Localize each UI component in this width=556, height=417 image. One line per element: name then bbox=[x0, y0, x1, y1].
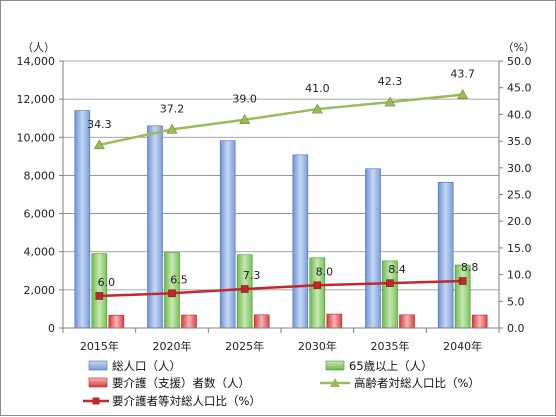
triangle-marker bbox=[93, 139, 105, 150]
right-tick-label: 10.0 bbox=[507, 269, 532, 282]
legend-care-needed: 要介護（支援）者数（人） bbox=[112, 376, 250, 390]
triangle-marker bbox=[311, 103, 323, 114]
right-tick-label: 25.0 bbox=[507, 189, 532, 202]
bar-care-needed bbox=[399, 314, 415, 329]
bar-care-needed bbox=[326, 313, 343, 329]
right-tick-label: 50.0 bbox=[507, 55, 532, 68]
x-tick-label: 2025年 bbox=[225, 339, 264, 353]
data-label-elderly-ratio: 37.2 bbox=[160, 102, 185, 115]
legend-total-population-swatch bbox=[88, 360, 108, 371]
data-label-elderly-ratio: 43.7 bbox=[450, 68, 475, 81]
right-tick-label: 35.0 bbox=[507, 135, 532, 148]
tick-labels: 0 2,000 4,000 6,000 8,000 10,000 12,000 14,000 0… bbox=[17, 41, 536, 353]
data-label-care-ratio: 8.8 bbox=[461, 261, 479, 274]
left-tick-label: 0 bbox=[48, 322, 55, 335]
right-axis-unit: （%） bbox=[503, 41, 535, 54]
left-tick-label: 10,000 bbox=[17, 131, 56, 144]
x-tick-label: 2040年 bbox=[443, 339, 482, 353]
right-tick-label: 5.0 bbox=[507, 295, 525, 308]
right-tick-label: 0.0 bbox=[507, 322, 525, 335]
square-marker bbox=[95, 292, 104, 300]
right-tick-label: 40.0 bbox=[507, 108, 532, 121]
left-tick-label: 6,000 bbox=[24, 208, 56, 221]
line-care-ratio bbox=[99, 279, 463, 298]
legend-aged-65-plus-swatch bbox=[325, 360, 345, 371]
bar-care-needed bbox=[181, 314, 197, 329]
triangle-marker bbox=[166, 123, 178, 134]
data-label-care-ratio: 6.5 bbox=[170, 273, 188, 286]
data-label-elderly-ratio: 42.3 bbox=[378, 75, 403, 88]
bar-total-population bbox=[437, 181, 454, 329]
bar-marks bbox=[74, 110, 488, 329]
left-tick-label: 2,000 bbox=[24, 284, 56, 297]
legend-care-ratio-marker bbox=[92, 397, 100, 405]
right-tick-label: 30.0 bbox=[507, 162, 532, 175]
data-label-elderly-ratio: 41.0 bbox=[305, 82, 330, 95]
legend-care-needed-swatch bbox=[88, 377, 108, 388]
square-marker bbox=[458, 277, 467, 285]
legend-aged-65-plus: 65歳以上（人） bbox=[349, 359, 433, 373]
triangle-marker bbox=[457, 89, 469, 99]
line-elderly-ratio bbox=[99, 93, 463, 147]
bar-total-population bbox=[219, 140, 236, 329]
data-label-care-ratio: 6.0 bbox=[98, 276, 116, 289]
right-tick-label: 20.0 bbox=[507, 215, 532, 228]
gridlines bbox=[63, 60, 499, 291]
legend-care-ratio: 要介護者等対総人口比（%） bbox=[112, 394, 261, 408]
legend-elderly-ratio: 高齢者対総人口比（%） bbox=[354, 376, 480, 390]
bar-total-population bbox=[292, 154, 309, 329]
legend: 総人口（人） 65歳以上（人） 要介護（支援）者数（人） 高齢者対総人口比（%） 要介護… bbox=[83, 359, 480, 408]
triangle-marker bbox=[239, 114, 251, 125]
right-tick-label: 15.0 bbox=[507, 242, 532, 255]
bar-total-population bbox=[365, 168, 381, 329]
square-marker bbox=[386, 279, 394, 287]
triangle-marker bbox=[384, 96, 396, 107]
bar-care-needed bbox=[253, 314, 270, 329]
bar-aged-65-plus bbox=[454, 264, 471, 329]
x-tick-label: 2015年 bbox=[80, 339, 119, 353]
bar-total-population bbox=[74, 110, 91, 329]
square-marker bbox=[240, 285, 249, 293]
left-tick-label: 8,000 bbox=[24, 169, 56, 182]
legend-elderly-ratio-marker bbox=[330, 378, 340, 387]
left-tick-label: 14,000 bbox=[17, 55, 56, 68]
data-label-care-ratio: 8.0 bbox=[316, 265, 334, 278]
bar-care-needed bbox=[108, 314, 125, 329]
data-label-elderly-ratio: 34.3 bbox=[87, 118, 112, 131]
axes bbox=[59, 60, 503, 333]
x-tick-label: 2030年 bbox=[298, 339, 337, 353]
bar-total-population bbox=[147, 125, 163, 329]
bar-aged-65-plus bbox=[91, 253, 108, 329]
left-axis-unit: （人） bbox=[22, 41, 55, 54]
x-tick-label: 2020年 bbox=[153, 339, 192, 353]
left-tick-label: 12,000 bbox=[17, 93, 56, 106]
x-tick-label: 2035年 bbox=[371, 339, 410, 353]
right-tick-label: 45.0 bbox=[507, 82, 532, 95]
data-label-elderly-ratio: 39.0 bbox=[232, 93, 257, 106]
data-label-care-ratio: 7.3 bbox=[243, 269, 261, 282]
line-marks bbox=[93, 89, 469, 300]
bar-care-needed bbox=[471, 314, 488, 329]
data-label-care-ratio: 8.4 bbox=[388, 263, 406, 276]
square-marker bbox=[313, 281, 322, 290]
left-tick-label: 4,000 bbox=[24, 246, 56, 259]
legend-total-population: 総人口（人） bbox=[112, 359, 181, 373]
square-marker bbox=[168, 289, 176, 298]
